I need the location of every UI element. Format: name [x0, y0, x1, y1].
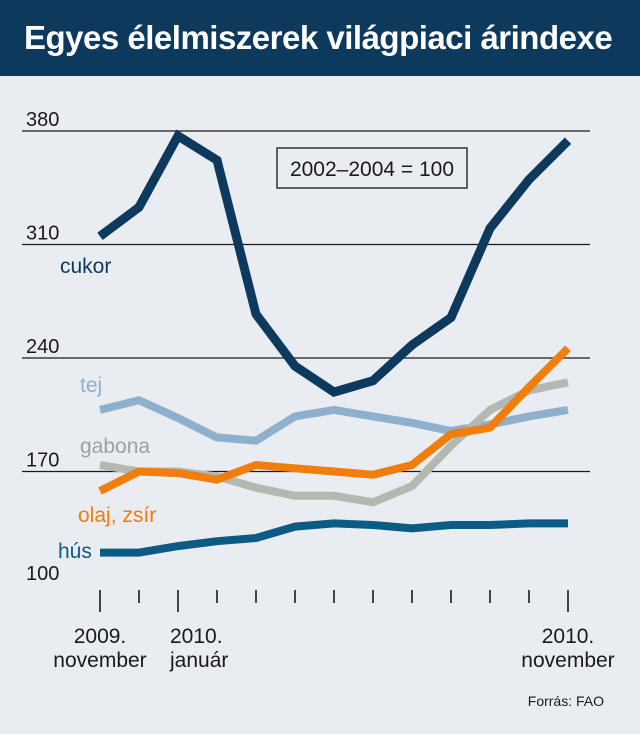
chart-title: Egyes élelmiszerek világpiaci árindexe [24, 19, 613, 56]
series-line-olajzsr [98, 345, 571, 495]
x-tick-label: november [521, 649, 614, 672]
index-note: 2002–2004 = 100 [276, 147, 468, 189]
series-line-hs [100, 519, 568, 557]
index-note-box [276, 147, 468, 189]
series-line-gabona [99, 378, 569, 507]
x-tick-label: január [169, 649, 228, 672]
y-tick-label: 100 [26, 563, 59, 585]
series-lines [97, 129, 572, 557]
series-label: olaj, zsír [78, 504, 156, 527]
series-label: cukor [60, 255, 111, 278]
y-tick-label: 240 [26, 336, 59, 358]
y-tick-label: 380 [26, 109, 59, 131]
y-axis-ticks: 100 170 240 310 380 [26, 109, 59, 585]
series-label: tej [80, 374, 102, 397]
title-bar: Egyes élelmiszerek világpiaci árindexe [0, 0, 640, 76]
source-label: Forrás: FAO [528, 693, 604, 709]
x-tick-label: november [53, 649, 146, 672]
y-tick-label: 170 [26, 450, 59, 472]
index-note-text: 2002–2004 = 100 [290, 158, 454, 181]
y-tick-label: 310 [26, 223, 59, 245]
x-tick-label: 2010. [542, 625, 595, 648]
x-tick-label: 2009. [74, 625, 127, 648]
series-labels: cukor tej gabona olaj, zsír hús [58, 255, 156, 563]
series-label: hús [58, 540, 92, 563]
series-label: gabona [80, 435, 150, 458]
series-line-cukor [97, 129, 572, 398]
x-tick-label: 2010. [170, 625, 223, 648]
